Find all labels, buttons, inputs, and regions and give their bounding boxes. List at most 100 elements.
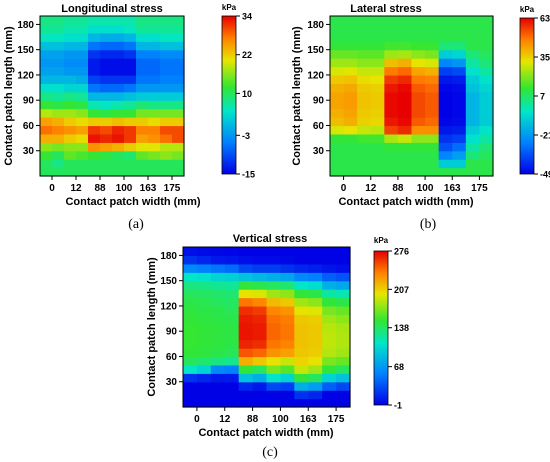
heatmap-cell	[238, 331, 254, 341]
heatmap-cell	[160, 66, 173, 76]
heatmap-cell	[465, 66, 481, 76]
heatmap-cell	[238, 255, 254, 265]
heatmap-cell	[294, 314, 309, 324]
heatmap-cell	[384, 142, 399, 152]
heatmap-cell	[40, 41, 53, 51]
heatmap-cell	[252, 280, 268, 290]
heatmap-cell	[172, 108, 185, 118]
heatmap-cell	[438, 41, 453, 51]
heatmap-cell	[280, 390, 295, 400]
heatmap-cell	[266, 255, 282, 265]
heatmap-cell	[452, 167, 467, 177]
heatmap-cell	[196, 390, 212, 400]
heatmap-cell	[308, 398, 323, 408]
heatmap-cell	[76, 49, 89, 59]
heatmap-cell	[76, 142, 89, 152]
heatmap-cell	[280, 289, 295, 299]
heatmap-cell	[397, 167, 413, 177]
heatmap-cell	[452, 150, 467, 160]
heatmap-cell	[322, 247, 337, 257]
panel-a-xticks: 0 12 88 100 163 175	[49, 176, 181, 194]
heatmap-cell	[479, 108, 494, 118]
heatmap-cell	[238, 297, 254, 307]
heatmap-cell	[238, 339, 254, 349]
heatmap-cell	[322, 331, 337, 341]
heatmap-cell	[425, 83, 440, 93]
heatmap-cell	[64, 108, 77, 118]
heatmap-cell	[411, 100, 426, 110]
heatmap-cell	[384, 100, 399, 110]
heatmap-cell	[210, 280, 226, 290]
heatmap-cell	[384, 150, 399, 160]
heatmap-cell	[294, 398, 309, 408]
heatmap-cell	[112, 142, 125, 152]
heatmap-cell	[479, 150, 494, 160]
panel-a-ylabel: Contact patch length (mm)	[3, 26, 15, 166]
heatmap-cell	[294, 331, 309, 341]
heatmap-cell	[224, 280, 240, 290]
heatmap-cell	[52, 159, 65, 169]
heatmap-cell	[336, 280, 351, 290]
heatmap-cell	[252, 272, 268, 282]
heatmap-cell	[452, 159, 467, 169]
heatmap-cell	[136, 117, 149, 127]
y-tick-label: 60	[166, 352, 178, 363]
heatmap-cell	[308, 305, 323, 315]
heatmap-cell	[100, 83, 113, 93]
heatmap-cell	[294, 263, 309, 273]
heatmap-cell	[64, 133, 77, 143]
heatmap-cell	[336, 364, 351, 374]
heatmap-cell	[160, 100, 173, 110]
heatmap-cell	[479, 142, 494, 152]
heatmap-cell	[330, 66, 345, 76]
heatmap-cell	[88, 117, 101, 127]
heatmap-cell	[384, 133, 399, 143]
heatmap-cell	[397, 100, 413, 110]
panel-a: Longitudinal stress 30 60 90 120 150 180 0 12 8…	[3, 3, 255, 232]
heatmap-cell	[196, 381, 212, 391]
heatmap-cell	[438, 24, 453, 34]
heatmap-cell	[266, 305, 282, 315]
heatmap-cell	[210, 305, 226, 315]
heatmap-cell	[343, 125, 358, 135]
heatmap-cell	[452, 91, 467, 101]
heatmap-cell	[210, 297, 226, 307]
heatmap-cell	[330, 167, 345, 177]
heatmap-cell	[280, 381, 295, 391]
y-tick-label: 90	[23, 96, 35, 107]
heatmap-cell	[100, 133, 113, 143]
heatmap-cell	[397, 83, 413, 93]
heatmap-cell	[40, 49, 53, 59]
heatmap-cell	[88, 108, 101, 118]
heatmap-cell	[148, 83, 161, 93]
heatmap-cell	[88, 49, 101, 59]
heatmap-cell	[438, 142, 453, 152]
heatmap-cell	[397, 133, 413, 143]
heatmap-cell	[196, 297, 212, 307]
heatmap-cell	[465, 41, 481, 51]
heatmap-cell	[370, 24, 385, 34]
heatmap-cell	[370, 41, 385, 51]
heatmap-cell	[294, 289, 309, 299]
heatmap-cell	[397, 24, 413, 34]
colorbar-tick-label: -3	[242, 131, 250, 141]
x-tick-label: 175	[164, 183, 181, 194]
heatmap-cell	[343, 16, 358, 26]
heatmap-cell	[148, 142, 161, 152]
heatmap-cell	[210, 381, 226, 391]
heatmap-cell	[384, 32, 399, 42]
y-tick-label: 120	[160, 301, 177, 312]
heatmap-cell	[160, 125, 173, 135]
heatmap-cell	[343, 24, 358, 34]
heatmap-cell	[411, 16, 426, 26]
heatmap-cell	[64, 100, 77, 110]
heatmap-cell	[294, 381, 309, 391]
heatmap-cell	[252, 398, 268, 408]
heatmap-cell	[343, 108, 358, 118]
heatmap-cell	[336, 398, 351, 408]
heatmap-cell	[100, 66, 113, 76]
heatmap-cell	[397, 108, 413, 118]
heatmap-cell	[183, 364, 198, 374]
panel-c-ylabel: Contact patch length (mm)	[146, 257, 158, 397]
